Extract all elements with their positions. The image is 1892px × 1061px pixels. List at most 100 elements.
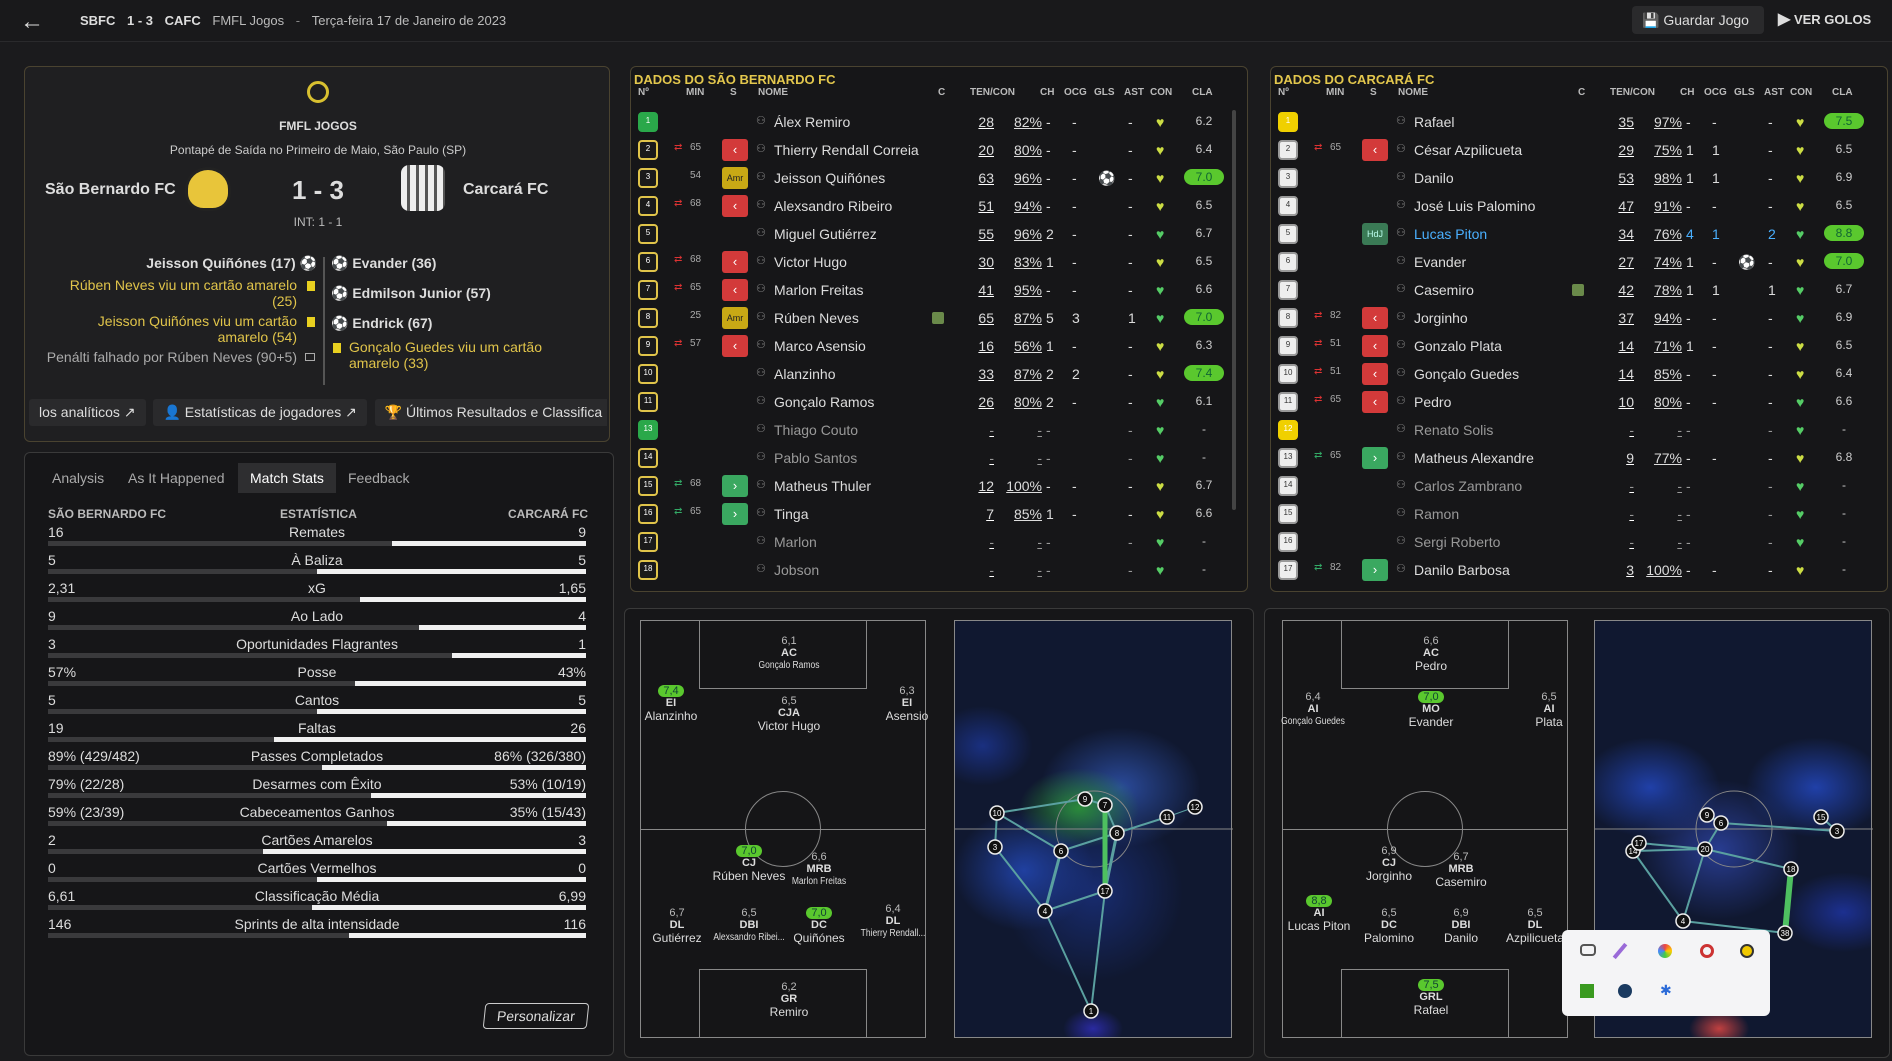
formation-player[interactable]: 7,4 EI Alanzinho: [611, 683, 731, 723]
col-header-min[interactable]: MIN: [686, 87, 705, 98]
player-name[interactable]: Matheus Thuler: [774, 478, 872, 494]
player-row[interactable]: 10 ⚇ Alanzinho 33 87% 2 2- ♥ 7.4: [634, 360, 1234, 388]
player-name[interactable]: Rafael: [1414, 114, 1455, 130]
formation-player[interactable]: 6,5 DC Palomino: [1329, 905, 1449, 945]
player-row[interactable]: 5 ⚇ Miguel Gutiérrez 55 96% 2 - - ♥ 6.7: [634, 220, 1234, 248]
home-team-name[interactable]: São Bernardo FC: [45, 181, 176, 198]
back-arrow-icon[interactable]: ←: [20, 8, 44, 35]
formation-player[interactable]: 6,5 DBI Alexsandro Ribei...: [689, 905, 809, 945]
player-row[interactable]: 2 ⇄ 65 ‹ ⚇ César Azpilicueta 29 75% 1 1- ♥ 6.5: [1274, 136, 1874, 164]
player-name[interactable]: Lucas Piton: [1414, 226, 1488, 242]
bluetooth-icon[interactable]: ✱: [1660, 982, 1672, 998]
col-header-name[interactable]: NOME: [758, 87, 788, 98]
col-header-con[interactable]: CON: [1150, 87, 1173, 98]
discord-icon[interactable]: [1580, 944, 1596, 956]
formation-player[interactable]: 8,8 AI Lucas Piton: [1259, 893, 1379, 933]
formation-player[interactable]: 6,5 AI Plata: [1489, 689, 1609, 729]
player-row[interactable]: 1 ⚇ Rafael 35 97% - - - ♥ 7.5: [1274, 108, 1874, 136]
player-name[interactable]: Alanzinho: [774, 366, 836, 382]
player-stats-button[interactable]: 👤 Estatísticas de jogadores ↗: [153, 399, 367, 426]
col-header-s[interactable]: S: [1370, 87, 1377, 98]
player-name[interactable]: César Azpilicueta: [1414, 142, 1523, 158]
player-row[interactable]: 3 54 Amr ⚇ Jeisson Quiñónes 63 96% - - ⚽ - ♥ 7.0: [634, 164, 1234, 192]
tab-as-it-happened[interactable]: As It Happened: [128, 470, 225, 486]
formation-player[interactable]: 6,9 DBI Danilo: [1401, 905, 1521, 945]
color-icon[interactable]: [1658, 944, 1672, 958]
col-header-ocg[interactable]: OCG: [1064, 87, 1087, 98]
player-node[interactable]: 4: [1037, 903, 1053, 919]
player-row[interactable]: 11 ⚇ Gonçalo Ramos 26 80% 2 - - ♥ 6.1: [634, 388, 1234, 416]
player-row[interactable]: 14 ⚇ Pablo Santos - - - - ♥ -: [634, 444, 1234, 472]
col-header-gls[interactable]: GLS: [1094, 87, 1115, 98]
formation-player[interactable]: 7,0 DC Quiñónes: [759, 905, 879, 945]
player-row[interactable]: 16 ⚇ Sergi Roberto - - - - ♥ -: [1274, 528, 1874, 556]
formation-player[interactable]: 6,6 AC Pedro: [1371, 633, 1491, 673]
formation-player[interactable]: 7,0 MO Evander: [1371, 689, 1491, 729]
tab-feedback[interactable]: Feedback: [348, 470, 410, 486]
col-header-ocg[interactable]: OCG: [1704, 87, 1727, 98]
player-node[interactable]: 15: [1813, 809, 1829, 825]
formation-player[interactable]: 6,4 AI Gonçalo Guedes: [1253, 689, 1373, 729]
player-row[interactable]: 18 ⚇ Jobson - - - - ♥ -: [634, 556, 1234, 584]
formation-player[interactable]: 6,4 DL Thierry Rendall...: [833, 901, 953, 941]
player-row[interactable]: 10 ⇄ 51 ‹ ⚇ Gonçalo Guedes 14 85% - - - ♥ 6.4: [1274, 360, 1874, 388]
player-node[interactable]: 10: [989, 805, 1005, 821]
player-name[interactable]: Jorginho: [1414, 310, 1468, 326]
player-name[interactable]: Evander: [1414, 254, 1467, 270]
player-row[interactable]: 3 ⚇ Danilo 53 98% 1 1- ♥ 6.9: [1274, 164, 1874, 192]
player-node[interactable]: 9: [1699, 807, 1715, 823]
player-row[interactable]: 17 ⇄ 82 › ⚇ Danilo Barbosa 3 100% - - - ♥ -: [1274, 556, 1874, 584]
player-node[interactable]: 3: [987, 839, 1003, 855]
player-name[interactable]: Victor Hugo: [774, 254, 847, 270]
col-header-no[interactable]: Nº: [1278, 87, 1289, 98]
col-header-gls[interactable]: GLS: [1734, 87, 1755, 98]
player-name[interactable]: Álex Remiro: [774, 114, 851, 130]
player-node[interactable]: 20: [1697, 841, 1713, 857]
player-row[interactable]: 16 ⇄ 65 › ⚇ Tinga 7 85% 1 - - ♥ 6.6: [634, 500, 1234, 528]
player-node[interactable]: 6: [1713, 815, 1729, 831]
player-name[interactable]: Sergi Roberto: [1414, 534, 1501, 550]
player-row[interactable]: 9 ⇄ 57 ‹ ⚇ Marco Asensio 16 56% 1 - - ♥ 6.3: [634, 332, 1234, 360]
tab-match-stats[interactable]: Match Stats: [238, 463, 336, 493]
player-name[interactable]: Thierry Rendall Correia: [774, 142, 919, 158]
player-node[interactable]: 3: [1829, 823, 1845, 839]
player-row[interactable]: 15 ⚇ Ramon - - - - ♥ -: [1274, 500, 1874, 528]
player-row[interactable]: 17 ⚇ Marlon - - - - ♥ -: [634, 528, 1234, 556]
player-row[interactable]: 13 ⚇ Thiago Couto - - - - ♥ -: [634, 416, 1234, 444]
player-row[interactable]: 5 HdJ ⚇ Lucas Piton 34 76% 4 1 2 ♥ 8.8: [1274, 220, 1874, 248]
player-name[interactable]: Pedro: [1414, 394, 1452, 410]
player-name[interactable]: Ramon: [1414, 506, 1460, 522]
player-name[interactable]: Danilo Barbosa: [1414, 562, 1510, 578]
steam-icon[interactable]: [1618, 984, 1632, 998]
player-row[interactable]: 1 ⚇ Álex Remiro 28 82% - - - ♥ 6.2: [634, 108, 1234, 136]
save-game-button[interactable]: 💾 Guardar Jogo: [1632, 6, 1764, 34]
col-header-no[interactable]: Nº: [638, 87, 649, 98]
player-name[interactable]: Pablo Santos: [774, 450, 858, 466]
player-node[interactable]: 9: [1077, 791, 1093, 807]
customize-button[interactable]: Personalizar: [482, 1003, 590, 1029]
player-row[interactable]: 14 ⚇ Carlos Zambrano - - - - ♥ -: [1274, 472, 1874, 500]
player-row[interactable]: 15 ⇄ 68 › ⚇ Matheus Thuler 12 100% - - - ♥ 6.7: [634, 472, 1234, 500]
player-node[interactable]: 7: [1097, 797, 1113, 813]
player-node[interactable]: 1: [1083, 1003, 1099, 1019]
player-name[interactable]: Marlon: [774, 534, 817, 550]
col-header-min[interactable]: MIN: [1326, 87, 1345, 98]
col-header-c[interactable]: C: [1578, 87, 1586, 98]
player-node[interactable]: 38: [1777, 925, 1793, 941]
formation-player[interactable]: 6,1 AC Gonçalo Ramos: [729, 633, 849, 673]
player-node[interactable]: 4: [1675, 913, 1691, 929]
player-node[interactable]: 8: [1109, 825, 1125, 841]
player-name[interactable]: Thiago Couto: [774, 422, 859, 438]
player-row[interactable]: 13 ⇄ 65 › ⚇ Matheus Alexandre 9 77% - - - ♥ 6.8: [1274, 444, 1874, 472]
pen-icon[interactable]: [1612, 942, 1628, 960]
player-row[interactable]: 4 ⇄ 68 ‹ ⚇ Alexsandro Ribeiro 51 94% - - - ♥ 6.5: [634, 192, 1234, 220]
tab-analysis[interactable]: Analysis: [52, 470, 105, 486]
analytics-button[interactable]: los analíticos ↗: [29, 399, 146, 426]
formation-player[interactable]: 6,3 EI Asensio: [847, 683, 967, 723]
player-name[interactable]: Marco Asensio: [774, 338, 866, 354]
competition-name[interactable]: FMFL Jogos: [212, 13, 285, 28]
formation-player[interactable]: 6,2 GR Remiro: [729, 979, 849, 1019]
player-name[interactable]: Gonçalo Ramos: [774, 394, 875, 410]
formation-player[interactable]: 6,7 MRB Casemiro: [1401, 849, 1521, 889]
player-node[interactable]: 11: [1159, 809, 1175, 825]
